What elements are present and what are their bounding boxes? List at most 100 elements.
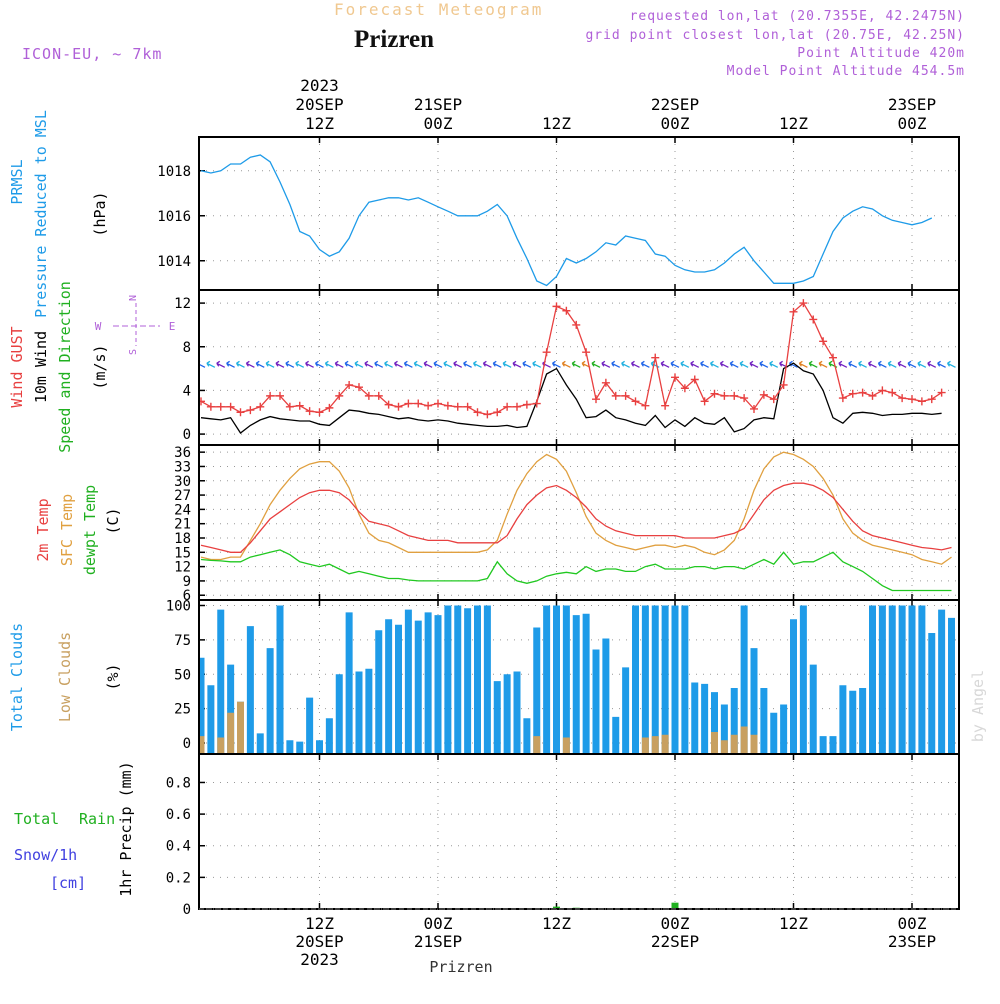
x-axis-bottom-label: 21SEP [414,932,462,951]
y-tick-label: 0.2 [166,870,191,886]
total-cloud-bar [513,671,521,753]
x-axis-top-label: 2023 [300,76,339,95]
wind-arrow [200,361,206,368]
wind-gust-line-marker [769,395,778,404]
total-cloud-bar [859,688,867,753]
wind-gust-line-marker [236,408,245,417]
total-cloud-bar [207,685,215,753]
wind-gust-line-marker [651,353,660,362]
wind-arrow [344,360,354,368]
total-cloud-bar [829,736,837,753]
wind-arrow [670,360,680,368]
temp-2m-line [200,482,952,553]
wind-gust-line-marker [295,401,304,410]
total-cloud-bar [671,605,679,753]
wind-gust-line [200,302,942,416]
wind-gust-line-marker [473,408,482,417]
total-cloud-bar [335,674,343,753]
wind-label: 10m Wind [32,331,50,403]
wind-gust-line-marker [325,403,334,412]
wind-gust-line-marker [200,397,205,406]
wind-gust-line-marker [572,320,581,329]
sfc-temp-line [200,451,952,565]
total-cloud-bar [878,605,886,753]
wind-arrow [897,360,907,368]
total-cloud-bar [632,605,639,753]
rain-label: Rain [79,810,115,828]
wind-arrow [561,360,571,368]
total-cloud-bar [286,740,294,753]
x-axis-bottom-label: 20SEP [295,932,343,951]
low-cloud-bar [641,737,649,753]
wind-gust-line-marker [493,408,502,417]
total-cloud-bar [256,733,264,753]
total-cloud-bar [701,683,709,753]
wind-gust-line-marker [710,389,719,398]
wind-arrow [443,360,453,368]
point-altitude: Point Altitude 420m [797,46,965,61]
wind-arrow [206,360,216,368]
wind-arrow [384,360,393,368]
temp-2m-line-group [200,482,952,553]
wind-arrow [719,360,729,368]
wind-arrow [226,360,235,368]
wind-gust-line-marker [661,401,670,410]
wind-arrow [235,360,245,368]
wind-gust-line-marker [937,388,946,397]
wind-gust-line-marker [355,383,363,392]
wind-arrow [907,360,917,368]
pressure-label-2: Pressure Reduced to MSL [32,110,50,318]
wind-arrow [275,360,285,368]
pressure-label: PRMSL [8,159,26,204]
wind-gust-line-marker [276,391,284,400]
total-cloud-bar [474,605,481,753]
total-cloud-bar [602,638,610,753]
y-tick-label: 0 [183,902,191,918]
wind-arrow [640,360,650,368]
wind-gust-line-marker [374,391,383,400]
y-tick-label: 6 [183,588,191,604]
x-axis-top-label: 12Z [305,114,334,133]
wind-arrow [403,360,413,368]
total-cloud-bar [395,624,402,753]
total-cloud-bar [651,605,659,753]
wind-gust-line-marker [838,394,847,403]
wind-arrow [433,360,443,368]
wind-arrow [285,360,295,368]
wind-gust-line-marker [513,402,521,411]
wind-arrow [423,360,433,368]
wind-speed-line-group [200,362,942,434]
total-cloud-bar [355,671,363,753]
y-tick-label: 9 [183,574,191,590]
temp-2m-label: 2m Temp [34,498,52,561]
wind-gust-line-marker [858,388,867,397]
y-tick-label: 12 [174,560,191,576]
clouds-bars [200,605,955,753]
x-axis-top-label: 12Z [779,114,808,133]
wind-gust-line-marker [335,391,344,400]
wind-gust-line-marker [799,299,808,308]
requested-coords: requested lon,lat (20.7355E, 42.2475N) [629,9,965,24]
y-tick-label: 0 [183,427,191,443]
compass-s: S [128,349,139,355]
wind-gust-line-marker [206,402,215,411]
low-cloud-bar [533,736,541,753]
low-cloud-bar [562,737,570,753]
wind-gust-line-marker [246,406,255,415]
total-cloud-bar [553,605,560,753]
wind-gust-line-marker [226,402,235,411]
wind-gust-line-marker [671,373,679,382]
panel-frame-pressure [198,136,960,291]
wind-arrow [502,360,512,368]
wind-gust-label: Wind GUST [8,326,26,407]
low-cloud-bar [237,701,244,753]
x-axis-top-label: 20SEP [295,95,343,114]
model-label: ICON-EU, ~ 7km [22,45,163,63]
y-tick-label: 1018 [157,164,191,180]
x-axis-bottom-label: 22SEP [651,932,699,951]
wind-gust-line-marker [917,397,926,406]
sfc-temp-line-group [200,451,952,565]
wind-arrow [769,360,779,368]
precip-bars [553,902,679,908]
wind-gust-line-marker [819,337,828,346]
